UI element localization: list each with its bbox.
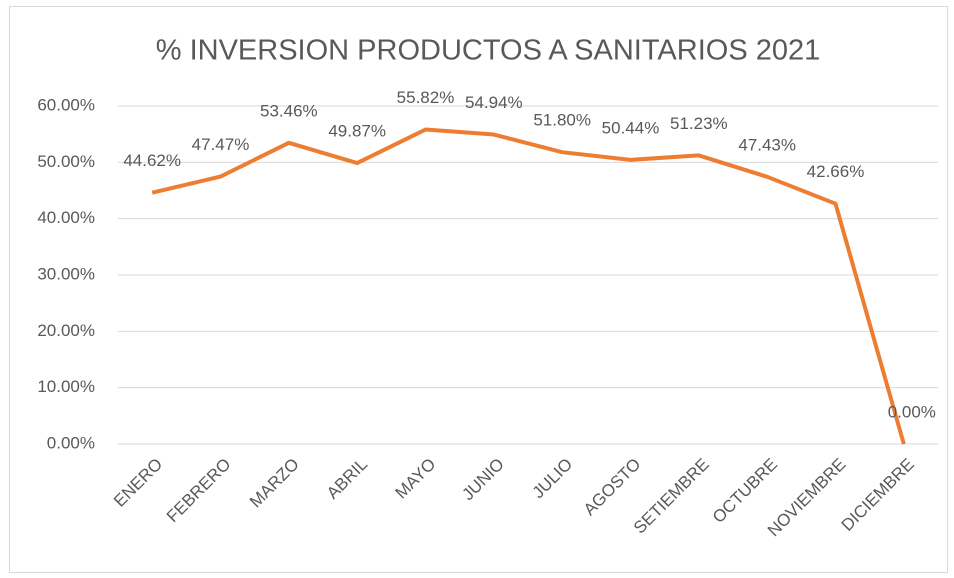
data-label: 53.46%: [260, 101, 318, 120]
data-label: 44.62%: [123, 151, 181, 170]
data-label: 42.66%: [807, 162, 865, 181]
data-line: [151, 127, 906, 445]
data-label: 50.44%: [602, 118, 660, 137]
data-label: 55.82%: [397, 88, 455, 107]
data-label: 47.47%: [192, 135, 250, 154]
y-tick-label: 0.00%: [47, 433, 95, 452]
y-tick-label: 30.00%: [37, 264, 95, 283]
data-label: 47.43%: [738, 135, 796, 154]
y-tick-label: 10.00%: [37, 377, 95, 396]
data-label: 51.80%: [533, 111, 591, 130]
y-tick-label: 60.00%: [37, 95, 95, 114]
data-label: 51.23%: [670, 114, 728, 133]
y-tick-label: 40.00%: [37, 208, 95, 227]
data-label: 0.00%: [888, 402, 936, 421]
data-label: 49.87%: [328, 122, 386, 141]
data-label: 54.94%: [465, 93, 523, 112]
chart-border: [9, 6, 948, 573]
chart-title: % INVERSION PRODUCTOS A SANITARIOS 2021: [156, 35, 821, 67]
y-tick-label: 50.00%: [37, 152, 95, 171]
y-tick-label: 20.00%: [37, 321, 95, 340]
